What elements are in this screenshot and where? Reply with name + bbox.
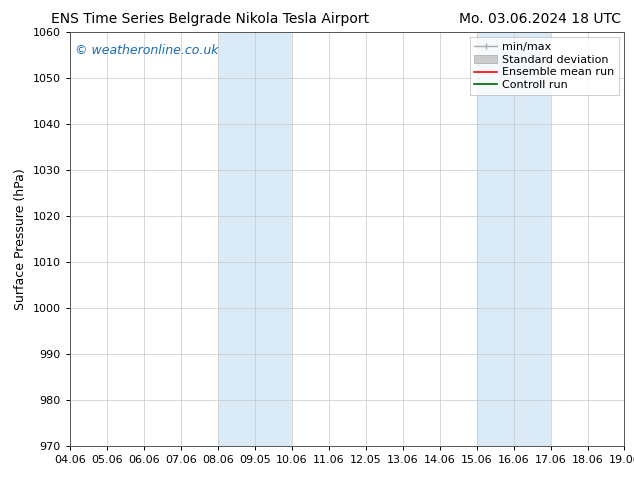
Text: ENS Time Series Belgrade Nikola Tesla Airport: ENS Time Series Belgrade Nikola Tesla Ai… xyxy=(51,12,369,26)
Bar xyxy=(477,32,550,446)
Y-axis label: Surface Pressure (hPa): Surface Pressure (hPa) xyxy=(14,168,27,310)
Text: © weatheronline.co.uk: © weatheronline.co.uk xyxy=(75,44,219,57)
Legend: min/max, Standard deviation, Ensemble mean run, Controll run: min/max, Standard deviation, Ensemble me… xyxy=(470,37,619,95)
Text: Mo. 03.06.2024 18 UTC: Mo. 03.06.2024 18 UTC xyxy=(459,12,621,26)
Bar xyxy=(217,32,292,446)
